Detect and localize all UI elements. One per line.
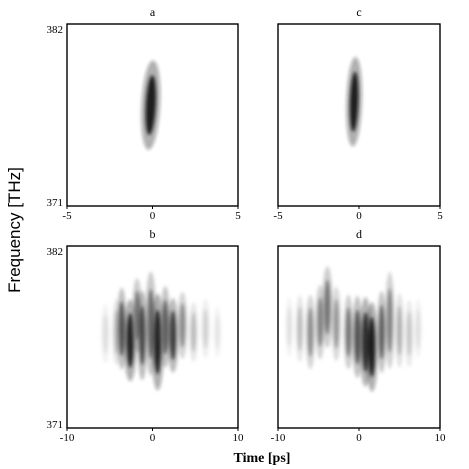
intensity-blob	[333, 298, 339, 349]
panel-a: a -5 0 5 382 371	[47, 5, 242, 222]
panel-title: d	[356, 227, 362, 241]
panel-c: c -5 0 5	[273, 5, 443, 222]
y-tick-label: 371	[47, 197, 64, 209]
x-tick-label: 0	[150, 210, 156, 222]
intensity-blob	[297, 306, 303, 352]
x-tick-label: 0	[150, 432, 156, 444]
spectrogram-intensity	[346, 57, 363, 147]
intensity-blob	[307, 307, 313, 357]
x-tick-label: -5	[62, 210, 72, 222]
intensity-blob	[203, 308, 208, 349]
x-tick-label: 0	[356, 432, 362, 444]
intensity-blob	[287, 307, 292, 347]
intensity-blob	[179, 303, 186, 348]
intensity-blob	[397, 305, 402, 356]
intensity-blob	[379, 304, 385, 360]
panel-d: d -10 0 10	[271, 227, 446, 444]
intensity-blob	[215, 314, 220, 350]
panel-b: b -10 0 10 382 371	[47, 227, 245, 444]
x-axis-title: Time [ps]	[234, 451, 291, 466]
panels-layer: a -5 0 5 382 371 c -5 0 5 b -10 0 10 382 371 d -10 0 10	[47, 5, 447, 444]
intensity-blob	[349, 71, 359, 132]
x-tick-label: 5	[235, 210, 241, 222]
intensity-blob	[170, 310, 177, 361]
intensity-blob	[154, 309, 162, 375]
x-tick-label: -10	[60, 432, 75, 444]
panel-title: b	[150, 227, 156, 241]
intensity-blob	[317, 297, 323, 347]
intensity-blob	[162, 299, 169, 355]
intensity-blob	[103, 313, 108, 354]
spectrogram-intensity	[285, 266, 423, 392]
intensity-blob	[126, 313, 134, 368]
intensity-blob	[354, 309, 361, 365]
intensity-blob	[139, 305, 145, 366]
intensity-blob	[191, 312, 197, 352]
intensity-blob	[145, 75, 156, 135]
y-tick-label: 382	[47, 24, 64, 36]
intensity-blob	[118, 301, 125, 357]
x-tick-label: -10	[271, 432, 286, 444]
y-tick-label: 382	[47, 246, 64, 258]
x-tick-label: 10	[233, 432, 245, 444]
x-tick-label: -5	[273, 210, 283, 222]
intensity-blob	[406, 311, 412, 357]
x-tick-label: 10	[435, 432, 447, 444]
y-axis-title: Frequency [THz]	[5, 167, 24, 293]
intensity-blob	[324, 279, 331, 335]
spectrogram-intensity	[141, 60, 161, 150]
intensity-blob	[416, 308, 421, 349]
intensity-blob	[387, 288, 393, 353]
spectrogram-intensity	[100, 271, 222, 391]
x-tick-label: 5	[437, 210, 443, 222]
y-tick-label: 371	[47, 419, 64, 431]
x-tick-label: 0	[356, 210, 362, 222]
intensity-blob	[368, 317, 376, 377]
panel-title: c	[356, 5, 361, 19]
intensity-blob	[345, 307, 352, 357]
panel-title: a	[150, 5, 156, 19]
